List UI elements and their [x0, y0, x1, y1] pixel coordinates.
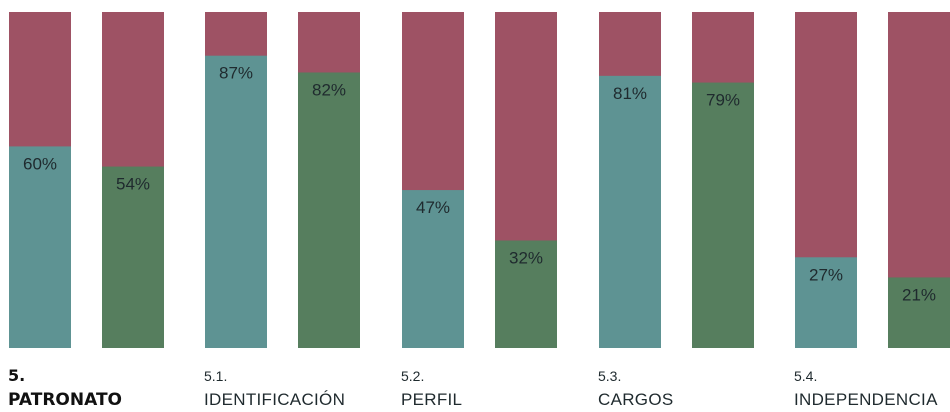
group-title-label: PATRONATO: [8, 390, 122, 410]
bar-data-label: 87%: [219, 64, 253, 83]
bar-value: [692, 82, 754, 348]
bar-value: [795, 257, 857, 348]
bar-value: [205, 55, 267, 349]
bar-data-label: 27%: [809, 265, 843, 284]
bar-value: [102, 166, 164, 348]
group-number-label: 5.1.: [204, 368, 227, 384]
bar-value: [9, 146, 71, 348]
bar-value: [402, 190, 464, 348]
group-title-label: IDENTIFICACIÓN: [204, 390, 345, 409]
bar-data-label: 60%: [23, 154, 57, 173]
bar-value: [599, 75, 661, 348]
bar-data-label: 81%: [613, 84, 647, 103]
group-number-label: 5.3.: [598, 368, 621, 384]
bars-layer: [9, 12, 950, 349]
bar-data-label: 32%: [509, 248, 543, 267]
labels-layer: 60% 54% 5. PATRONATO 87% 82% 5.1. IDENTIFICACIÓ…: [8, 64, 938, 410]
bar-data-label: 82%: [312, 80, 346, 99]
group-title-label: CARGOS: [598, 390, 673, 409]
bar-data-label: 47%: [416, 198, 450, 217]
bar-value: [495, 240, 557, 348]
bar-data-label: 21%: [902, 285, 936, 304]
bar-data-label: 79%: [706, 91, 740, 110]
group-number-label: 5.4.: [794, 368, 817, 384]
group-title-label: PERFIL: [401, 390, 462, 409]
bar-value: [298, 72, 360, 348]
group-number-label: 5.2.: [401, 368, 424, 384]
bar-data-label: 54%: [116, 175, 150, 194]
group-number-label: 5.: [8, 366, 25, 385]
bar-value: [888, 277, 950, 348]
group-title-label: INDEPENDENCIA: [794, 390, 938, 409]
